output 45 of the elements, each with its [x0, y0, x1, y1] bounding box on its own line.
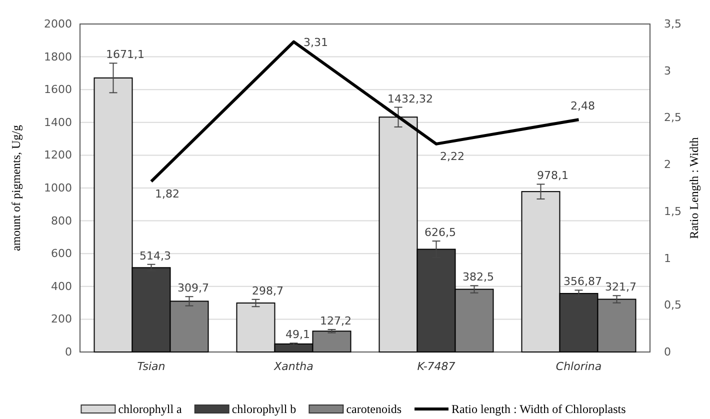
- x-tick-label: Xantha: [273, 360, 314, 373]
- y-tick-label: 1800: [44, 50, 72, 64]
- data-label: 1671,1: [106, 48, 144, 62]
- y2-tick-label: 3,5: [664, 18, 682, 31]
- y-tick-label: 400: [51, 280, 72, 293]
- x-tick-label: Tsian: [137, 360, 166, 373]
- y2-tick-label: 2,5: [664, 111, 682, 124]
- y-tick-label: 800: [51, 214, 72, 228]
- x-tick-label: K-7487: [417, 360, 456, 373]
- data-label: 2,48: [570, 100, 595, 113]
- y-tick-label: 0: [65, 346, 72, 359]
- y-axis-title: amount of pigments, Ug/g: [9, 125, 23, 251]
- data-label: 298,7: [252, 284, 284, 298]
- y-tick-label: 600: [51, 247, 72, 260]
- legend-label: chlorophyll b: [232, 402, 296, 416]
- y-tick-label: 1600: [44, 83, 72, 96]
- x-tick-label: Chlorina: [556, 360, 602, 373]
- data-label: 978,1: [537, 169, 568, 182]
- y2-tick-label: 1: [664, 252, 671, 265]
- y-tick-label: 1400: [44, 116, 72, 129]
- legend-label: carotenoids: [346, 402, 402, 416]
- legend-label: Ratio length : Width of Chloroplasts: [452, 402, 626, 416]
- y-tick-label: 200: [51, 312, 72, 326]
- legend-label: chlorophyll a: [118, 402, 183, 416]
- data-label: 1,82: [155, 187, 180, 200]
- data-label: 321,7: [605, 280, 636, 294]
- y-tick-label: 2000: [44, 18, 72, 31]
- data-label: 1432,32: [388, 92, 433, 106]
- y-tick-label: 1000: [44, 182, 72, 195]
- data-label: 2,22: [440, 150, 464, 163]
- y-tick-label: 1200: [44, 148, 72, 162]
- y2-axis-title: Ratio Length : Width: [687, 137, 701, 239]
- data-label: 309,7: [178, 282, 209, 295]
- data-label: 382,5: [462, 270, 494, 284]
- y2-tick-label: 2: [664, 158, 671, 172]
- data-label: 514,3: [140, 249, 171, 262]
- y2-tick-label: 0: [664, 346, 671, 359]
- y2-tick-label: 3: [664, 64, 671, 78]
- y2-tick-label: 1,5: [664, 204, 682, 218]
- data-label: 127,2: [320, 314, 352, 328]
- y2-tick-label: 0,5: [664, 298, 682, 312]
- data-label: 49,1: [286, 328, 310, 342]
- data-label: 626,5: [424, 226, 456, 240]
- data-label: 3,31: [304, 36, 328, 49]
- data-label: 356,87: [564, 275, 602, 288]
